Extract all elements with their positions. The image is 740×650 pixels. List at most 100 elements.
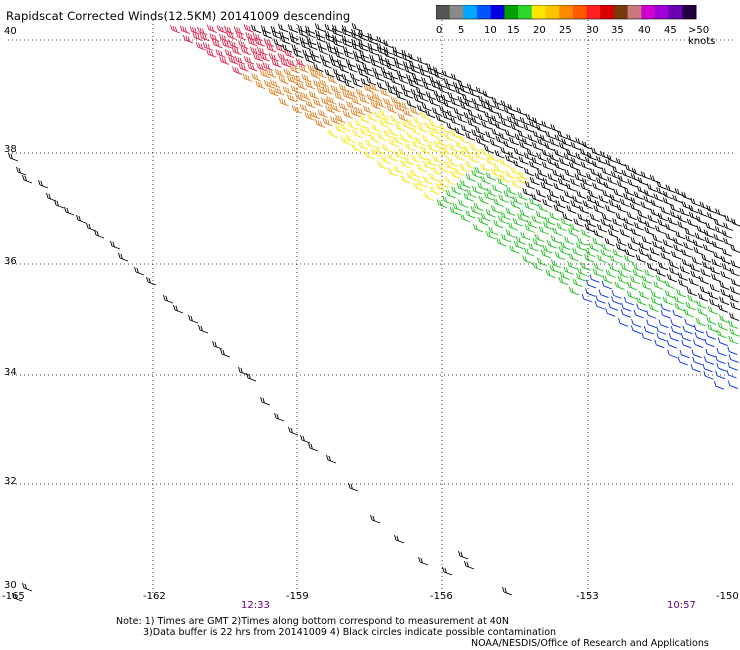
- wind-barb: [644, 220, 655, 230]
- colorbar-swatch: [504, 5, 519, 19]
- wind-barb: [605, 269, 616, 278]
- wind-barb: [377, 160, 388, 170]
- wind-barb: [372, 67, 383, 76]
- wind-barb: [617, 275, 628, 285]
- wind-barb: [667, 349, 678, 359]
- time-label-left: 12:33: [241, 600, 270, 611]
- wind-barb: [697, 307, 708, 317]
- wind-barb: [641, 332, 652, 342]
- wind-barb: [592, 237, 603, 247]
- lon-label-162: -162: [143, 591, 166, 602]
- wind-barb: [325, 105, 336, 114]
- wind-barb: [684, 228, 695, 237]
- wind-barb: [433, 140, 444, 150]
- wind-barb: [224, 49, 235, 58]
- wind-barb: [509, 136, 520, 146]
- wind-barb: [513, 147, 524, 157]
- wind-barb: [621, 263, 632, 273]
- wind-barb: [613, 188, 624, 198]
- wind-barb: [606, 154, 617, 163]
- wind-barb: [570, 178, 581, 187]
- wind-barb: [582, 177, 593, 187]
- wind-barb: [494, 122, 506, 131]
- wind-barb: [243, 24, 254, 33]
- wind-barb: [638, 248, 649, 257]
- wind-barb: [608, 199, 619, 209]
- wind-barb: [508, 222, 519, 231]
- wind-barb: [435, 182, 446, 192]
- wind-barb: [582, 200, 593, 209]
- wind-barb: [692, 356, 703, 366]
- wind-barb: [474, 104, 485, 113]
- wind-barb: [570, 157, 582, 166]
- wind-barb: [347, 64, 358, 73]
- wind-barb: [199, 32, 210, 42]
- wind-barb: [500, 119, 512, 128]
- wind-barb: [520, 231, 531, 241]
- colorbar-label-0: 0: [436, 25, 443, 36]
- wind-barb: [679, 265, 690, 275]
- wind-barb: [305, 99, 316, 109]
- wind-barb: [640, 201, 651, 210]
- wind-barb: [727, 346, 738, 356]
- wind-barb: [597, 172, 608, 181]
- wind-barb: [729, 267, 740, 277]
- wind-barb: [720, 288, 731, 298]
- wind-barb: [445, 189, 456, 199]
- wind-barb: [555, 199, 566, 209]
- wind-barb: [643, 189, 655, 198]
- wind-barb: [362, 62, 373, 72]
- wind-barb: [382, 71, 393, 81]
- wind-barb: [232, 66, 243, 75]
- wind-barb: [580, 182, 591, 192]
- wind-barb: [359, 95, 370, 104]
- wind-barb: [510, 200, 521, 209]
- wind-barb: [638, 242, 649, 251]
- wind-barb: [633, 309, 644, 319]
- wind-barb: [411, 72, 422, 82]
- wind-barb: [254, 38, 265, 47]
- wind-barb: [64, 206, 75, 216]
- colorbar-label-25: 25: [559, 25, 572, 36]
- wind-barb: [346, 100, 357, 110]
- wind-barb: [503, 190, 514, 199]
- wind-barb: [384, 50, 395, 60]
- wind-barb: [38, 179, 49, 189]
- wind-barb: [238, 40, 249, 49]
- wind-barb: [601, 243, 612, 252]
- wind-barb: [690, 270, 701, 280]
- colorbar-swatch: [600, 5, 615, 19]
- wind-barb: [16, 166, 27, 176]
- wind-barb: [544, 142, 555, 151]
- wind-barb: [627, 178, 638, 188]
- wind-barb: [531, 215, 542, 224]
- wind-barb: [263, 79, 275, 89]
- wind-barb: [397, 113, 409, 122]
- wind-barb: [440, 93, 451, 103]
- wind-barb: [703, 229, 714, 239]
- wind-barb: [444, 132, 455, 142]
- wind-barb: [601, 167, 612, 176]
- wind-barb: [386, 104, 397, 114]
- wind-barb: [573, 218, 584, 227]
- wind-barb: [401, 53, 413, 63]
- wind-barb: [345, 58, 356, 68]
- wind-barb: [575, 152, 586, 162]
- wind-barb: [592, 182, 603, 191]
- wind-barb: [274, 86, 285, 96]
- wind-barb: [529, 160, 540, 170]
- wind-barb: [728, 320, 739, 329]
- wind-barb: [632, 269, 643, 278]
- wind-barb: [308, 90, 319, 100]
- wind-barb: [459, 163, 470, 173]
- wind-barb: [561, 138, 572, 147]
- wind-barb: [611, 290, 622, 299]
- wind-barb: [480, 175, 491, 185]
- wind-barb: [660, 310, 671, 319]
- wind-barb: [500, 174, 511, 183]
- wind-barb: [522, 137, 533, 147]
- wind-barb: [469, 143, 480, 152]
- wind-barb: [309, 49, 320, 58]
- wind-barb: [655, 268, 666, 277]
- wind-barb: [471, 97, 482, 107]
